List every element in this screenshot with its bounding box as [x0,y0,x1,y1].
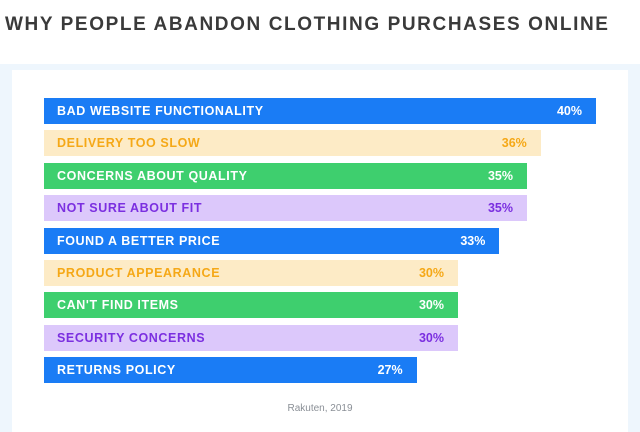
bar-label: CONCERNS ABOUT QUALITY [57,168,248,183]
bar-value-label: 30% [418,266,444,280]
bar-value-label: 36% [501,136,527,151]
bar-value-label: 30% [418,298,444,313]
bar: SECURITY CONCERNS 30% [44,324,458,351]
bar-label: PRODUCT APPEARANCE [57,266,221,280]
bar-label: CAN'T FIND ITEMS [57,298,179,313]
bar: BAD WEBSITE FUNCTIONALITY 40% [44,98,596,124]
bar-value-label: 40% [556,104,582,118]
bar-label: DELIVERY TOO SLOW [57,136,201,151]
bar-value-label: 33% [460,233,486,248]
bar: PRODUCT APPEARANCE 30% [44,260,458,286]
bar-value-label: 27% [377,363,403,378]
bar-value-label: 35% [487,168,513,183]
bar: CAN'T FIND ITEMS 30% [44,292,458,319]
bar: FOUND A BETTER PRICE 33% [44,227,500,254]
source-note: Rakuten, 2019 [287,403,353,414]
bar: NOT SURE ABOUT FIT 35% [44,195,527,222]
bar: DELIVERY TOO SLOW 36% [44,130,541,157]
bar-value-label: 30% [418,330,444,345]
bar: RETURNS POLICY 27% [44,357,417,384]
bar-label: BAD WEBSITE FUNCTIONALITY [57,104,264,118]
bar: CONCERNS ABOUT QUALITY 35% [44,162,527,189]
bar-label: NOT SURE ABOUT FIT [57,201,203,216]
bar-label: RETURNS POLICY [57,363,176,378]
chart-title: WHY PEOPLE ABANDON CLOTHING PURCHASES ON… [5,14,610,35]
bar-label: FOUND A BETTER PRICE [57,233,221,248]
bar-label: SECURITY CONCERNS [57,330,206,345]
bar-value-label: 35% [487,201,513,216]
